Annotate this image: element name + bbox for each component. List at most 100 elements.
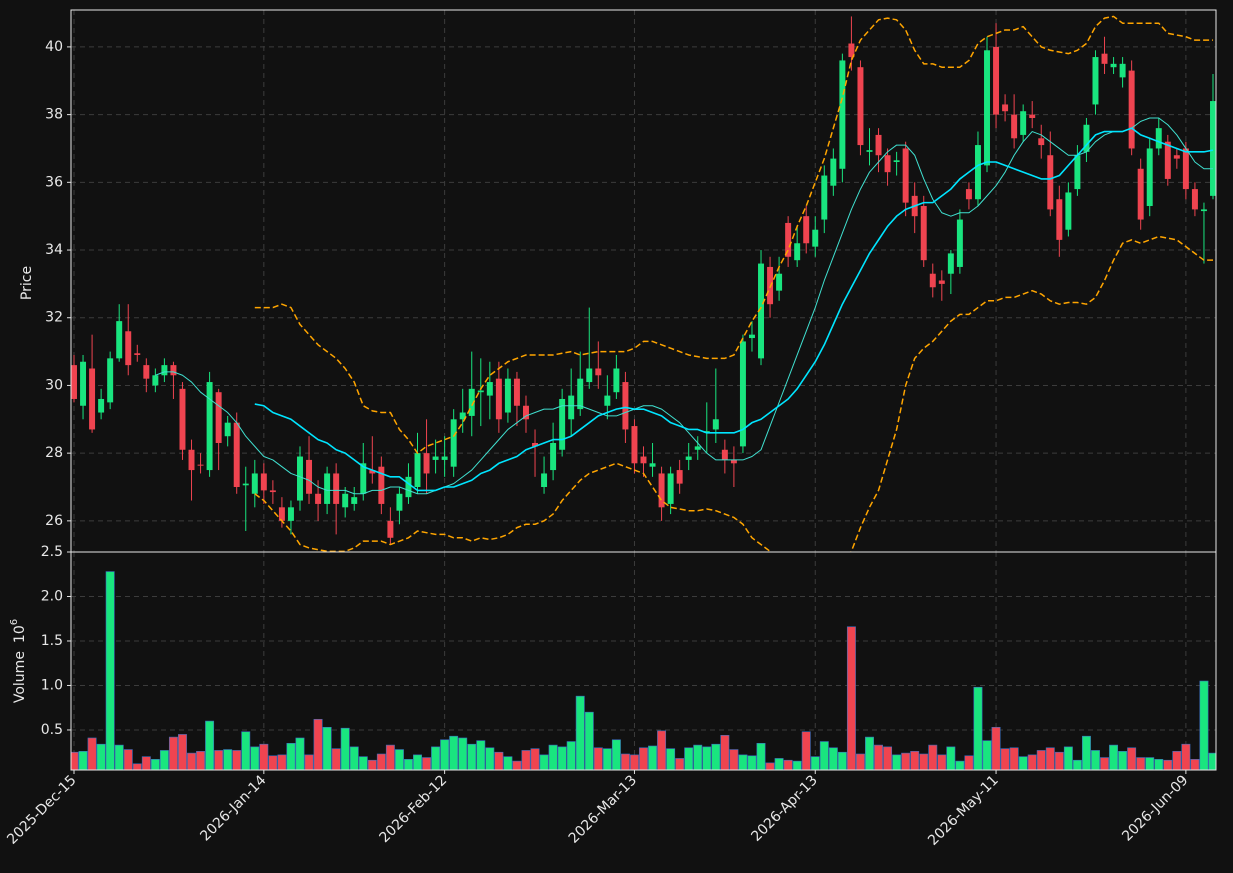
volume-bar bbox=[539, 754, 549, 770]
volume-bar bbox=[738, 754, 748, 770]
candle-body bbox=[676, 470, 683, 484]
volume-bar bbox=[304, 754, 314, 770]
volume-bar bbox=[404, 759, 413, 770]
candle-body bbox=[748, 334, 755, 339]
volume-bar bbox=[693, 744, 703, 770]
candle-body bbox=[785, 222, 792, 257]
candle-body bbox=[342, 493, 349, 508]
candle-body bbox=[875, 134, 882, 156]
volume-bar bbox=[557, 746, 567, 770]
volume-bar bbox=[765, 762, 775, 770]
volume-bar bbox=[286, 743, 296, 770]
volume-bar bbox=[1036, 750, 1046, 770]
y-tick-label: 0.5 bbox=[41, 722, 63, 738]
volume-bar bbox=[630, 754, 639, 770]
candle-body bbox=[233, 422, 240, 488]
volume-scale-exponent: 6 bbox=[9, 619, 20, 625]
volume-bar bbox=[376, 753, 386, 770]
volume-bar bbox=[648, 745, 657, 770]
candle-body bbox=[694, 446, 701, 450]
candle-body bbox=[260, 473, 267, 491]
volume-bar bbox=[458, 737, 468, 770]
volume-bar bbox=[322, 726, 332, 770]
volume-bar bbox=[620, 753, 630, 770]
volume-bar bbox=[431, 746, 441, 770]
volume-bar bbox=[756, 743, 766, 770]
volume-bar bbox=[123, 749, 133, 770]
y-tick-label: 1.0 bbox=[41, 677, 63, 693]
candle-body bbox=[1011, 114, 1018, 139]
volume-bar bbox=[1063, 746, 1073, 770]
volume-bar bbox=[883, 746, 893, 770]
candle-body bbox=[884, 155, 891, 173]
y-tick-label: 38 bbox=[45, 107, 63, 123]
candle-body bbox=[667, 473, 674, 504]
candle-body bbox=[965, 189, 972, 200]
volume-bar bbox=[666, 748, 676, 770]
candle-body bbox=[441, 456, 448, 460]
volume-bar bbox=[855, 753, 865, 770]
candle-body bbox=[794, 243, 801, 261]
y-tick-label: 2.5 bbox=[41, 544, 63, 560]
candle-body bbox=[613, 368, 620, 393]
candle-body bbox=[568, 395, 575, 420]
volume-bar bbox=[1181, 743, 1191, 770]
volume-bar bbox=[232, 750, 242, 770]
candle-body bbox=[242, 483, 249, 486]
volume-bar bbox=[250, 746, 260, 770]
candle-body bbox=[550, 442, 557, 471]
volume-bar bbox=[774, 758, 784, 770]
candle-body bbox=[1038, 138, 1045, 146]
candle-body bbox=[504, 378, 511, 413]
volume-bar bbox=[241, 731, 251, 770]
candle-body bbox=[125, 331, 132, 366]
volume-axis-label: Volume 106 bbox=[9, 619, 28, 703]
candle-body bbox=[1056, 199, 1063, 240]
y-tick-label: 1.5 bbox=[41, 633, 63, 649]
candle-body bbox=[1119, 63, 1126, 78]
volume-bar bbox=[1100, 757, 1109, 770]
candle-body bbox=[143, 365, 150, 379]
volume-bar bbox=[503, 756, 513, 770]
candle-body bbox=[116, 321, 123, 359]
candle-body bbox=[396, 493, 403, 511]
y-tick-label: 26 bbox=[45, 513, 63, 529]
volume-bar bbox=[96, 743, 106, 770]
candle-body bbox=[1182, 148, 1189, 190]
candle-body bbox=[821, 175, 828, 220]
candle-body bbox=[812, 229, 819, 247]
candle-body bbox=[80, 361, 87, 406]
volume-bar bbox=[1045, 747, 1055, 770]
candle-body bbox=[197, 464, 204, 466]
candle-body bbox=[758, 263, 764, 359]
candle-body bbox=[559, 398, 566, 450]
volume-bar bbox=[1136, 757, 1146, 770]
candle-body bbox=[830, 158, 837, 186]
volume-bar bbox=[1000, 748, 1010, 770]
volume-bar bbox=[1145, 757, 1155, 770]
volume-bar bbox=[702, 746, 712, 770]
candle-body bbox=[649, 463, 656, 467]
volume-bar bbox=[955, 760, 965, 770]
candle-body bbox=[188, 449, 195, 471]
candle-body bbox=[170, 365, 177, 376]
candle-body bbox=[269, 490, 276, 493]
volume-bar bbox=[593, 747, 603, 770]
candle-body bbox=[414, 453, 421, 488]
candle-body bbox=[107, 358, 114, 403]
volume-bar bbox=[982, 740, 992, 770]
volume-bar bbox=[611, 739, 621, 770]
volume-bar bbox=[295, 737, 305, 770]
y-tick-label: 34 bbox=[45, 242, 63, 258]
candle-body bbox=[1002, 104, 1009, 112]
candle-body bbox=[893, 160, 900, 163]
volume-bar bbox=[87, 737, 97, 770]
volume-bar bbox=[187, 752, 196, 770]
candle-body bbox=[1092, 57, 1099, 105]
candle-body bbox=[378, 466, 385, 504]
volume-bar bbox=[720, 734, 730, 770]
candle-body bbox=[929, 273, 936, 288]
volume-bar bbox=[78, 751, 88, 770]
candle-body bbox=[351, 497, 358, 504]
volume-bar bbox=[946, 746, 956, 770]
